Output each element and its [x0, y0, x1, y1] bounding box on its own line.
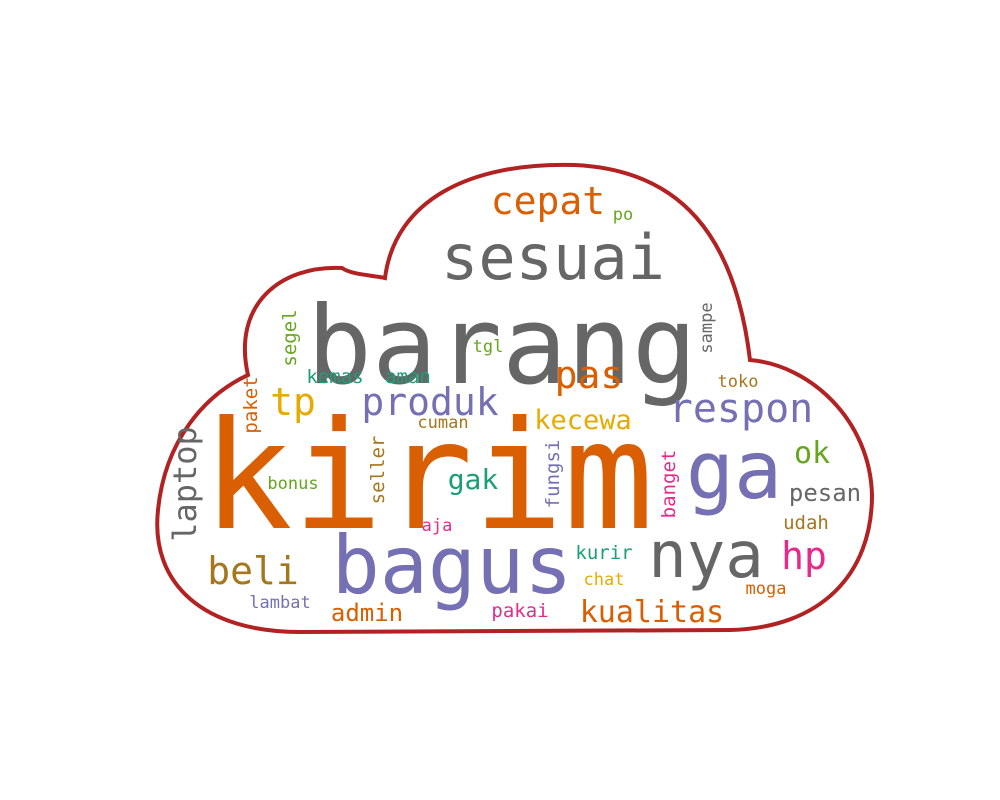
word-seller: seller [367, 436, 389, 505]
word-ok: ok [794, 436, 830, 471]
word-cuman: cuman [417, 413, 468, 433]
word-barang: barang [307, 284, 697, 409]
word-sesuai: sesuai [441, 221, 665, 294]
word-kualitas: kualitas [580, 595, 725, 630]
word-kurir: kurir [575, 542, 632, 564]
word-tp: tp [270, 380, 316, 424]
word-bonus: bonus [267, 474, 318, 494]
word-tgl: tgl [473, 337, 504, 357]
word-po: po [613, 205, 633, 225]
word-cepat: cepat [491, 179, 605, 223]
word-banget: banget [658, 450, 680, 519]
word-hp: hp [781, 534, 827, 578]
word-kemas: kemas [306, 366, 363, 388]
word-kirim: kirim [202, 390, 654, 564]
cloud-outline [155, 162, 875, 635]
word-pesan: pesan [789, 479, 861, 507]
word-toko: toko [718, 372, 759, 392]
word-produk: produk [361, 380, 498, 424]
word-moga: moga [746, 579, 787, 599]
word-aman: aman [385, 366, 431, 388]
word-beli: beli [207, 549, 299, 593]
word-bagus: bagus [332, 519, 573, 612]
word-udah: udah [783, 512, 829, 534]
word-aja: aja [422, 516, 453, 536]
word-laptop: laptop [166, 426, 204, 542]
word-lambat: lambat [249, 593, 310, 613]
word-ga: ga [686, 424, 782, 517]
word-respon: respon [669, 386, 814, 432]
word-pakai: pakai [491, 600, 548, 622]
word-sampe: sampe [697, 302, 717, 353]
word-segel: segel [279, 309, 301, 366]
word-gak: gak [448, 463, 499, 496]
word-pas: pas [555, 353, 624, 397]
word-fungsi: fungsi [542, 440, 564, 509]
word-chat: chat [584, 570, 625, 590]
word-nya: nya [648, 519, 764, 593]
word-admin: admin [331, 599, 403, 627]
word-kecewa: kecewa [534, 405, 632, 436]
word-paket: paket [240, 376, 262, 433]
